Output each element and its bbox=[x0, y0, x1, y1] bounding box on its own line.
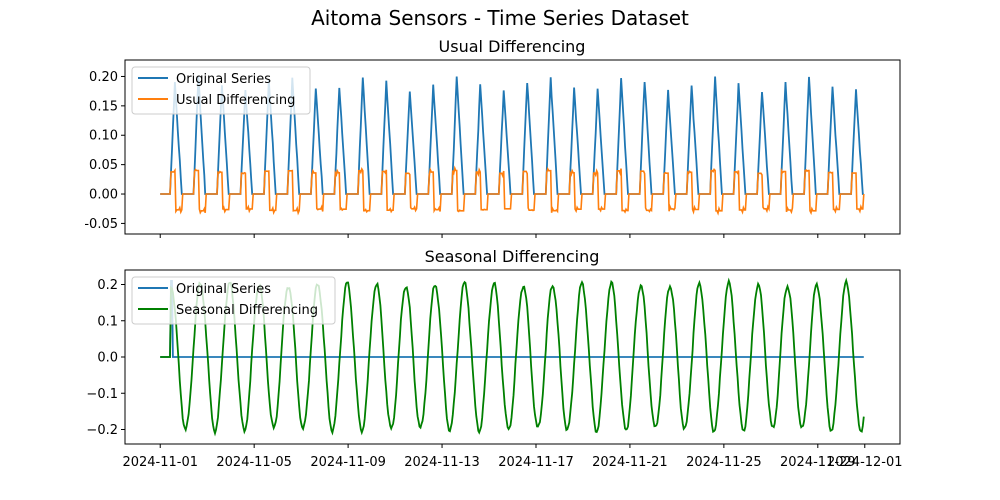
x-tick-label-seasonal: 2024-11-01 bbox=[122, 455, 198, 470]
x-axis-ticks-usual bbox=[159, 234, 866, 238]
axes-frame-usual bbox=[124, 59, 901, 235]
x-tick-label-seasonal: 2024-11-21 bbox=[592, 455, 668, 470]
x-tick-label-seasonal: 2024-12-01 bbox=[827, 455, 903, 470]
figure-title: Aitoma Sensors - Time Series Dataset bbox=[311, 6, 689, 30]
y-tick-label-seasonal: 0.1 bbox=[97, 314, 118, 329]
legend-box-seasonal bbox=[131, 276, 336, 325]
legend-label-original-usual: Original Series bbox=[176, 72, 271, 87]
y-tick-label-seasonal: −0.2 bbox=[86, 423, 118, 438]
y-axis-ticks-seasonal: −0.2 −0.1 0.0 0.1 0.2 bbox=[86, 278, 125, 438]
x-axis-ticks-seasonal: 2024-11-01 2024-11-05 2024-11-09 2024-11-13… bbox=[122, 444, 903, 470]
y-tick-label-seasonal: 0.2 bbox=[97, 278, 118, 293]
subplot-seasonal-differencing: Seasonal Differencing −0.2−0.10.00.10.2 … bbox=[86, 247, 902, 470]
x-tick-label-seasonal: 2024-11-29 bbox=[780, 455, 856, 470]
y-tick-label-usual: 0.05 bbox=[89, 158, 118, 173]
x-tick-label-seasonal: 2024-11-09 bbox=[310, 455, 386, 470]
subplot-usual-differencing: Usual Differencing -0.05 0.00 0.05 0.10 0.15… bbox=[84, 37, 901, 238]
y-tick-label-usual: 0.00 bbox=[89, 188, 118, 203]
legend-usual: Original Series Usual Differencing bbox=[131, 66, 311, 115]
subplot-title-usual: Usual Differencing bbox=[439, 37, 586, 56]
legend-label-usual: Usual Differencing bbox=[176, 93, 295, 108]
y-tick-label-usual: 0.15 bbox=[89, 99, 118, 114]
series-lines-seasonal bbox=[160, 277, 865, 437]
series-lines-usual bbox=[160, 76, 865, 216]
legend-seasonal: Original Series Seasonal Differencing bbox=[131, 276, 336, 325]
legend-label-seasonal: Seasonal Differencing bbox=[176, 303, 318, 318]
legend-box-usual bbox=[131, 66, 311, 115]
y-tick-label-seasonal: 0.0 bbox=[97, 351, 118, 366]
subplot-title-seasonal: Seasonal Differencing bbox=[425, 247, 600, 266]
series-seasonal-differencing bbox=[160, 277, 865, 437]
axes-frame-seasonal bbox=[124, 269, 901, 445]
y-tick-label-seasonal: −0.1 bbox=[86, 387, 118, 402]
legend-label-original-seasonal: Original Series bbox=[176, 282, 271, 297]
x-tick-label-seasonal: 2024-11-17 bbox=[498, 455, 574, 470]
x-tick-label-seasonal: 2024-11-25 bbox=[686, 455, 762, 470]
series-usual-differencing bbox=[160, 165, 865, 216]
x-tick-label-seasonal: 2024-11-13 bbox=[404, 455, 480, 470]
x-tick-label-seasonal: 2024-11-05 bbox=[216, 455, 292, 470]
y-tick-label-usual: 0.10 bbox=[89, 129, 118, 144]
y-tick-label-usual: -0.05 bbox=[84, 217, 118, 232]
y-tick-label-usual: 0.20 bbox=[89, 70, 118, 85]
series-original-seasonal bbox=[160, 279, 864, 358]
y-axis-ticks-usual: -0.05 0.00 0.05 0.10 0.15 0.20 bbox=[84, 70, 125, 232]
